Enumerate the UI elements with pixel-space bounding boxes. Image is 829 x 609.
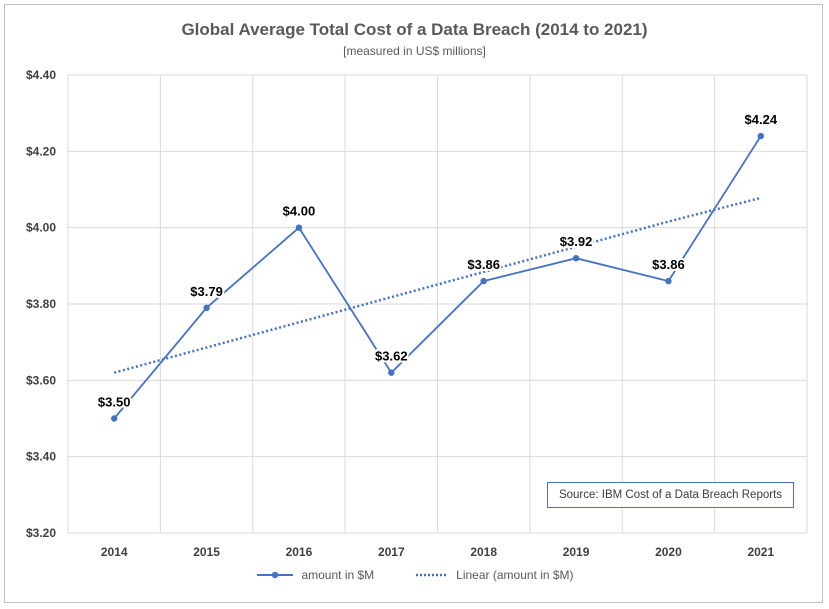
data-label: $3.62: [375, 349, 408, 364]
legend-label-actual: amount in $M: [301, 568, 375, 582]
data-label: $3.79: [190, 284, 223, 299]
y-tick-label: $3.60: [26, 373, 56, 387]
x-tick-label: 2014: [101, 545, 128, 559]
x-tick-label: 2019: [563, 545, 590, 559]
data-label: $4.24: [745, 112, 778, 127]
data-point: [295, 224, 303, 231]
data-label: $3.50: [98, 395, 131, 410]
data-label: $3.86: [652, 257, 685, 272]
data-point: [203, 304, 210, 312]
chart-subtitle: [measured in US$ millions]: [343, 44, 486, 58]
y-tick-label: $4.20: [26, 144, 56, 158]
x-tick-label: 2017: [378, 545, 405, 559]
y-tick-label: $3.40: [26, 450, 56, 464]
legend-item-trend: Linear (amount in $M): [414, 568, 574, 582]
x-tick-label: 2020: [655, 545, 682, 559]
data-point: [480, 277, 487, 285]
legend-marker-trend: [416, 573, 449, 577]
data-point: [757, 132, 765, 140]
data-label: $3.92: [560, 234, 593, 249]
y-tick-label: $3.20: [26, 526, 56, 540]
legend-item-actual: amount in $M: [255, 568, 374, 582]
series-line-trend: [113, 196, 762, 374]
chart-legend: amount in $M Linear (amount in $M): [0, 568, 829, 582]
source-annotation: Source: IBM Cost of a Data Breach Report…: [547, 482, 794, 508]
x-tick-label: 2016: [286, 545, 313, 559]
y-tick-label: $4.00: [26, 221, 56, 235]
legend-marker-actual: [257, 571, 294, 579]
y-tick-label: $3.80: [26, 297, 56, 311]
data-label: $3.86: [467, 257, 500, 272]
data-point: [572, 255, 580, 262]
y-tick-label: $4.40: [26, 68, 56, 82]
series-line-actual: [113, 135, 762, 420]
legend-label-trend: Linear (amount in $M): [456, 568, 574, 582]
x-tick-label: 2021: [747, 545, 774, 559]
data-point: [665, 277, 672, 285]
x-tick-label: 2018: [470, 545, 497, 559]
chart-title: Global Average Total Cost of a Data Brea…: [181, 20, 648, 39]
data-point: [110, 415, 118, 422]
x-tick-label: 2015: [193, 545, 220, 559]
data-label: $4.00: [283, 204, 316, 219]
data-point: [388, 369, 395, 376]
